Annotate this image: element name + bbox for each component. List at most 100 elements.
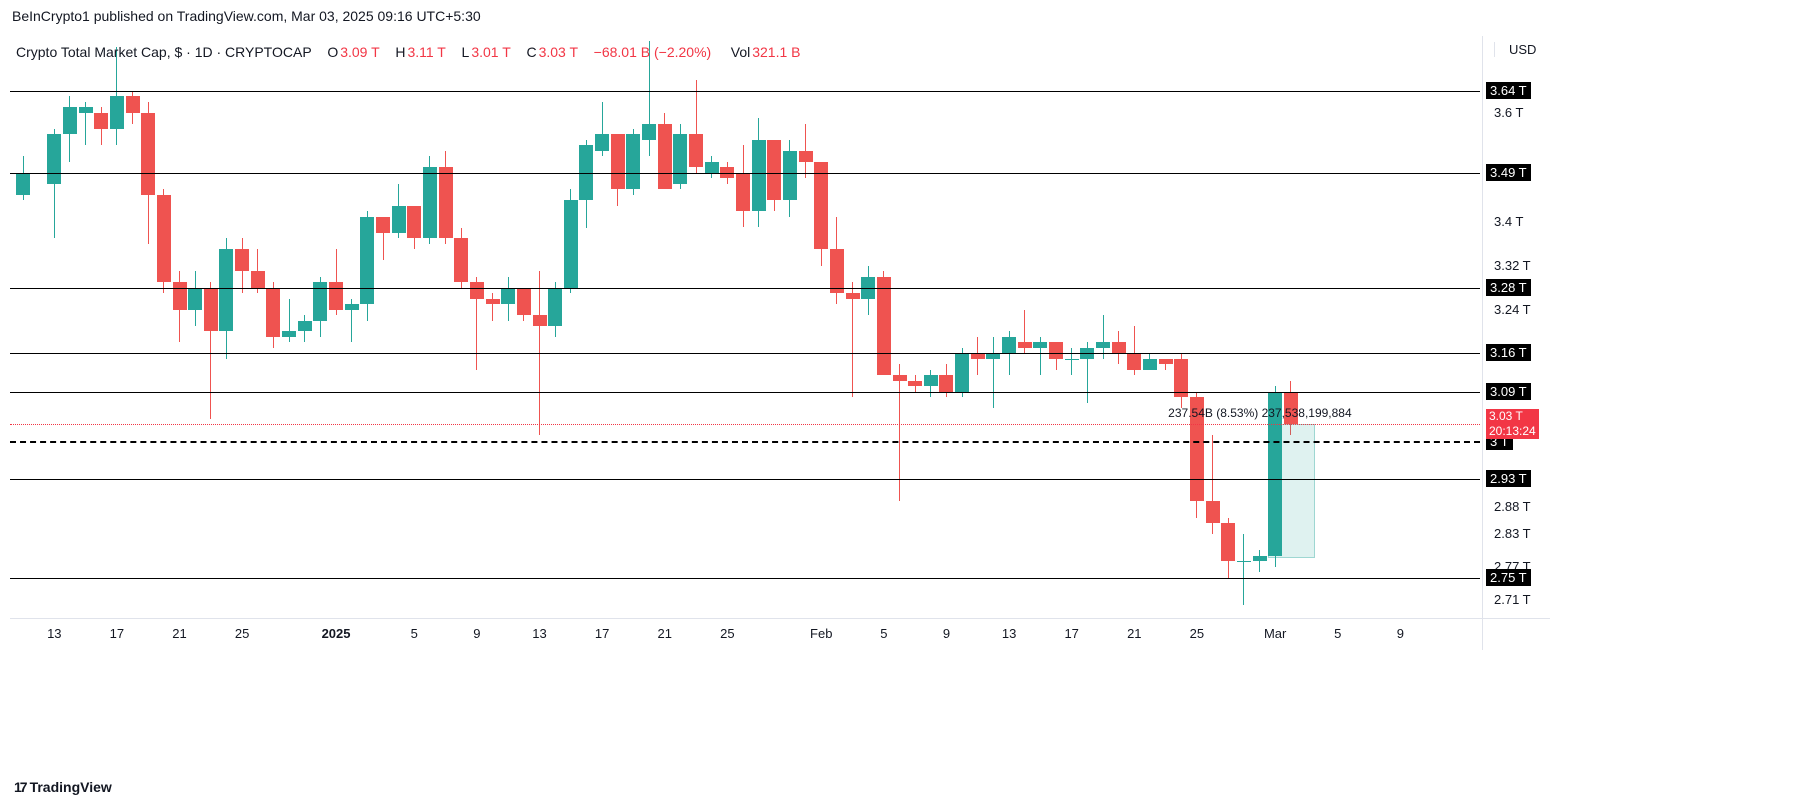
x-axis-tick-label: Feb [810,626,832,641]
candle-body [63,107,77,134]
candle-body [266,288,280,337]
y-axis-divider [1482,36,1483,650]
candle-body [1253,556,1267,561]
candle-body [1143,359,1157,370]
candle-wick [492,293,493,320]
candle-body [799,151,813,162]
candle-wick [993,337,994,408]
legend-h: 3.11 T [407,44,445,60]
x-axis-tick-label: Mar [1264,626,1286,641]
candle-wick [1103,315,1104,359]
candle-body [1018,342,1032,347]
candle-body [110,96,124,129]
x-axis-tick-label: 13 [47,626,61,641]
candle-body [689,134,703,167]
candle-body [1065,359,1079,360]
candle-wick [899,364,900,501]
legend-l: 3.01 T [471,44,510,60]
hline-price-label: 3.16 T [1486,344,1531,361]
candle-body [939,375,953,391]
candle-body [376,217,390,233]
candle-body [736,173,750,211]
hline-price-label: 3.09 T [1486,383,1531,400]
candle-body [235,249,249,271]
legend-o: 3.09 T [340,44,379,60]
candle-body [345,304,359,309]
x-axis-tick-label: 17 [110,626,124,641]
y-axis-tick-label: 3.32 T [1494,258,1531,273]
candle-body [501,288,515,304]
candle-body [1033,342,1047,347]
candle-body [611,134,625,189]
candle-body [642,124,656,140]
candle-body [1221,523,1235,561]
candle-body [673,134,687,183]
candle-body [126,96,140,112]
legend-c-label: C [526,44,536,60]
candle-body [204,288,218,332]
candle-body [1049,342,1063,358]
candle-body [79,107,93,112]
legend-vol-label: Vol [731,44,750,60]
candle-body [1127,353,1141,369]
x-axis-tick-label: 21 [1127,626,1141,641]
candle-body [752,140,766,211]
legend-l-label: L [462,44,470,60]
candle-body [548,288,562,326]
last-price-badge: 3.03 T20:13:24 [1486,409,1539,439]
candle-wick [1259,550,1260,572]
publish-info: BeInCrypto1 published on TradingView.com… [12,8,481,24]
horizontal-line[interactable] [10,353,1480,354]
candle-wick [1071,348,1072,375]
horizontal-line-dashed[interactable] [10,441,1480,443]
candle-body [454,238,468,282]
horizontal-line[interactable] [10,288,1480,289]
x-axis-tick-label: 13 [1002,626,1016,641]
candle-body [188,288,202,310]
horizontal-line[interactable] [10,173,1480,174]
candle-body [595,134,609,150]
candle-body [173,282,187,309]
candle-body [1096,342,1110,347]
candle-body [423,167,437,238]
candle-body [47,134,61,183]
measure-range-box[interactable] [1268,424,1315,557]
x-axis-tick-label: 25 [720,626,734,641]
candle-body [141,113,155,195]
tradingview-logo-icon: 17 [14,779,26,795]
candle-body [392,206,406,233]
legend-o-label: O [327,44,338,60]
candle-body [1159,359,1173,364]
y-axis-tick-label: 2.71 T [1494,592,1531,607]
horizontal-line[interactable] [10,578,1480,579]
candle-body [658,124,672,190]
x-axis-tick-label: 25 [1190,626,1204,641]
candle-body [705,162,719,173]
tradingview-brand-text: TradingView [30,779,112,795]
candle-body [955,353,969,391]
x-axis-divider [10,618,1550,619]
candle-body [282,331,296,336]
candle-body [16,173,30,195]
candle-wick [852,282,853,397]
candle-body [486,299,500,304]
y-axis-tick-label: 2.83 T [1494,526,1531,541]
horizontal-line[interactable] [10,479,1480,480]
currency-button[interactable]: USD [1494,42,1536,57]
x-axis-tick-label: 21 [658,626,672,641]
x-axis-tick-label: 17 [595,626,609,641]
candle-body [329,282,343,309]
horizontal-line[interactable] [10,392,1480,393]
horizontal-line[interactable] [10,91,1480,92]
candle-body [877,277,891,375]
price-chart[interactable] [10,36,1480,616]
candle-body [1112,342,1126,353]
candle-body [908,381,922,386]
candle-body [439,167,453,238]
hline-price-label: 3.28 T [1486,279,1531,296]
x-axis-tick-label: 9 [473,626,480,641]
hline-price-label: 3.64 T [1486,82,1531,99]
x-axis-tick-label: 25 [235,626,249,641]
y-axis-tick-label: 3.4 T [1494,214,1523,229]
x-axis-tick-label: 21 [172,626,186,641]
